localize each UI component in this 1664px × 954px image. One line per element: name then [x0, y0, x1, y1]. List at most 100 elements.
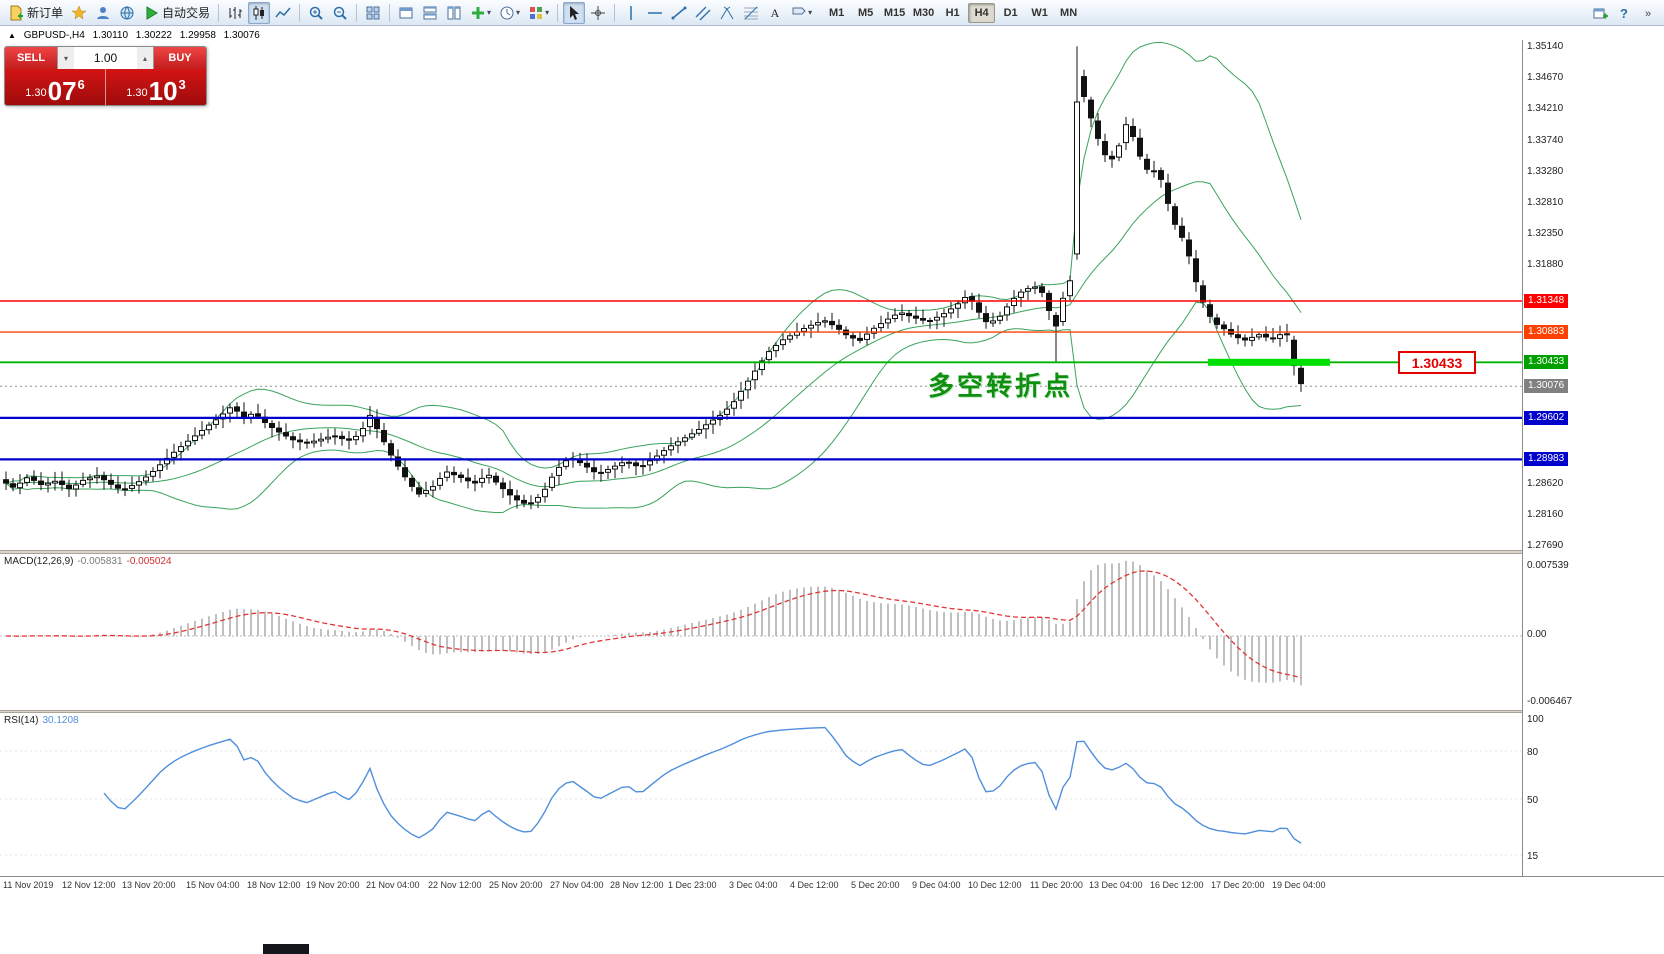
- time-axis-label: 28 Nov 12:00: [610, 880, 664, 890]
- time-axis-label: 16 Dec 12:00: [1150, 880, 1204, 890]
- grid-icon: [366, 6, 380, 19]
- rsi-header: RSI(14) 30.1208: [4, 715, 79, 726]
- level-price-tag: 1.30433: [1398, 351, 1476, 374]
- chevron-down-icon: ▾: [487, 8, 492, 17]
- autotrading-button[interactable]: 自动交易: [140, 2, 213, 24]
- price-scale-badge: 1.30076: [1524, 379, 1569, 394]
- price-scale-label: 1.34210: [1527, 103, 1564, 115]
- time-axis-label: 19 Dec 04:00: [1272, 880, 1326, 890]
- price-scale-label: 1.33740: [1527, 134, 1564, 146]
- sell-button[interactable]: SELL: [5, 47, 57, 69]
- tile-vertically-button[interactable]: [443, 2, 465, 24]
- timeframe-w1-button[interactable]: W1: [1031, 6, 1048, 19]
- price-scale-badge: 1.30433: [1524, 355, 1569, 370]
- cascade-windows-button[interactable]: [395, 2, 417, 24]
- chart-open-value: 1.30110: [92, 30, 129, 41]
- web-terminal-button[interactable]: [116, 2, 138, 24]
- one-click-collapse-icon[interactable]: ▲: [8, 31, 16, 40]
- new-chart-button[interactable]: [1589, 2, 1611, 24]
- time-axis-border: [0, 876, 1664, 877]
- volume-stepper[interactable]: ▾ 1.00 ▴: [57, 47, 154, 69]
- macd-panel-canvas[interactable]: [0, 554, 1522, 710]
- time-axis-label: 27 Nov 04:00: [550, 880, 604, 890]
- price-scale-label: 0.00: [1527, 629, 1547, 640]
- zoom-in-button[interactable]: [305, 2, 327, 24]
- time-axis-label: 9 Dec 04:00: [912, 880, 961, 890]
- time-axis[interactable]: 11 Nov 2019 12 Nov 12:00 13 Nov 20:00 15 No…: [0, 877, 1522, 897]
- volume-increase-button[interactable]: ▴: [137, 47, 153, 69]
- one-click-trading-panel: SELL ▾ 1.00 ▴ BUY 1.30 07 6 1.30 10 3: [4, 46, 207, 106]
- hline-icon: [648, 11, 663, 14]
- candle-chart-mode-button[interactable]: [248, 1, 271, 24]
- timeframe-h1-button[interactable]: H1: [945, 6, 960, 19]
- horizontal-line-button[interactable]: [644, 2, 666, 24]
- andrews-pitchfork-button[interactable]: [716, 2, 738, 24]
- linechart-icon: [275, 7, 291, 17]
- zoomout-icon: [333, 6, 347, 20]
- labelarrow-icon: [792, 7, 806, 14]
- timeframe-m1-button[interactable]: M1: [828, 6, 845, 19]
- doc-plus-icon: [10, 5, 23, 20]
- new-order-button[interactable]: 新订单: [5, 2, 66, 24]
- indplus-icon: [472, 6, 485, 19]
- timeframe-m5-button[interactable]: M5: [857, 6, 874, 19]
- time-axis-label: 18 Nov 12:00: [247, 880, 301, 890]
- panel-splitter-rsi[interactable]: [0, 710, 1664, 713]
- play-icon: [146, 5, 158, 20]
- fibo-icon: [744, 6, 759, 19]
- equidistant-channel-button[interactable]: [692, 2, 714, 24]
- toolbar-separator: [557, 3, 559, 22]
- bar-chart-mode-button[interactable]: [224, 2, 246, 24]
- volume-value[interactable]: 1.00: [93, 51, 118, 65]
- text-label-button[interactable]: A: [764, 2, 786, 24]
- timeframe-toolbar: M1 M5 M15 M30 H1 H4 D1 W1 MN: [822, 2, 1083, 23]
- wizard-button[interactable]: [68, 2, 90, 24]
- win1-icon: [399, 7, 413, 18]
- trendline-button[interactable]: [668, 2, 690, 24]
- timeframe-mn-button[interactable]: MN: [1060, 6, 1078, 19]
- price-scale[interactable]: 1.35140 1.34670 1.34210 1.33740 1.33280 1.328…: [1522, 40, 1664, 876]
- zoom-out-button[interactable]: [329, 2, 351, 24]
- crosshair-button[interactable]: [587, 2, 609, 24]
- timeframe-h4-button[interactable]: H4: [968, 2, 996, 23]
- fibonacci-retracement-button[interactable]: [740, 2, 762, 24]
- win2-icon: [423, 6, 437, 19]
- toolbar-items: 新订单 自动交易 ▾ ▾ ▾ A ▾: [4, 0, 816, 25]
- toolbar-separator: [389, 3, 391, 22]
- chart-low-value: 1.29958: [179, 30, 216, 41]
- timeframe-m30-button[interactable]: M30: [912, 6, 935, 19]
- time-axis-label: 17 Dec 20:00: [1211, 880, 1265, 890]
- crosshair-icon: [591, 5, 606, 20]
- time-axis-label: 21 Nov 04:00: [366, 880, 420, 890]
- price-scale-label: 1.31880: [1527, 259, 1564, 271]
- sell-price-display[interactable]: 1.30 07 6: [25, 76, 85, 106]
- profiles-button[interactable]: [92, 2, 114, 24]
- buy-price-display[interactable]: 1.30 10 3: [126, 76, 186, 106]
- main-chart-canvas[interactable]: [0, 40, 1522, 550]
- win3-icon: [447, 6, 461, 19]
- help-button[interactable]: ?: [1613, 2, 1635, 24]
- timeframe-m15-button[interactable]: M15: [883, 6, 906, 19]
- chart-close-value: 1.30076: [223, 30, 260, 41]
- timeframe-d1-button[interactable]: D1: [1003, 6, 1018, 19]
- toolbar-overflow-button[interactable]: »: [1637, 2, 1659, 24]
- arrow-objects-button[interactable]: ▾: [788, 2, 815, 24]
- periods-button[interactable]: ▾: [496, 2, 523, 24]
- cursor-button[interactable]: [563, 1, 586, 24]
- time-axis-label: 3 Dec 04:00: [729, 880, 778, 890]
- tile-windows-button[interactable]: [362, 2, 384, 24]
- price-scale-label: 15: [1527, 851, 1539, 862]
- volume-decrease-button[interactable]: ▾: [58, 47, 74, 69]
- time-axis-label: 5 Dec 20:00: [851, 880, 900, 890]
- chart-ohlc-header: ▲ GBPUSD-,H4 1.30110 1.30222 1.29958 1.3…: [8, 30, 265, 41]
- indicators-button[interactable]: ▾: [467, 2, 494, 24]
- price-scale-label: 1.28160: [1527, 508, 1564, 520]
- line-chart-mode-button[interactable]: [272, 2, 294, 24]
- panel-splitter-macd[interactable]: [0, 550, 1664, 554]
- buy-button[interactable]: BUY: [154, 47, 206, 69]
- tile-horizontally-button[interactable]: [419, 2, 441, 24]
- rsi-panel-canvas[interactable]: [0, 713, 1522, 876]
- templates-button[interactable]: ▾: [525, 2, 552, 24]
- vertical-line-button[interactable]: [620, 2, 642, 24]
- toolbar-separator: [356, 3, 358, 22]
